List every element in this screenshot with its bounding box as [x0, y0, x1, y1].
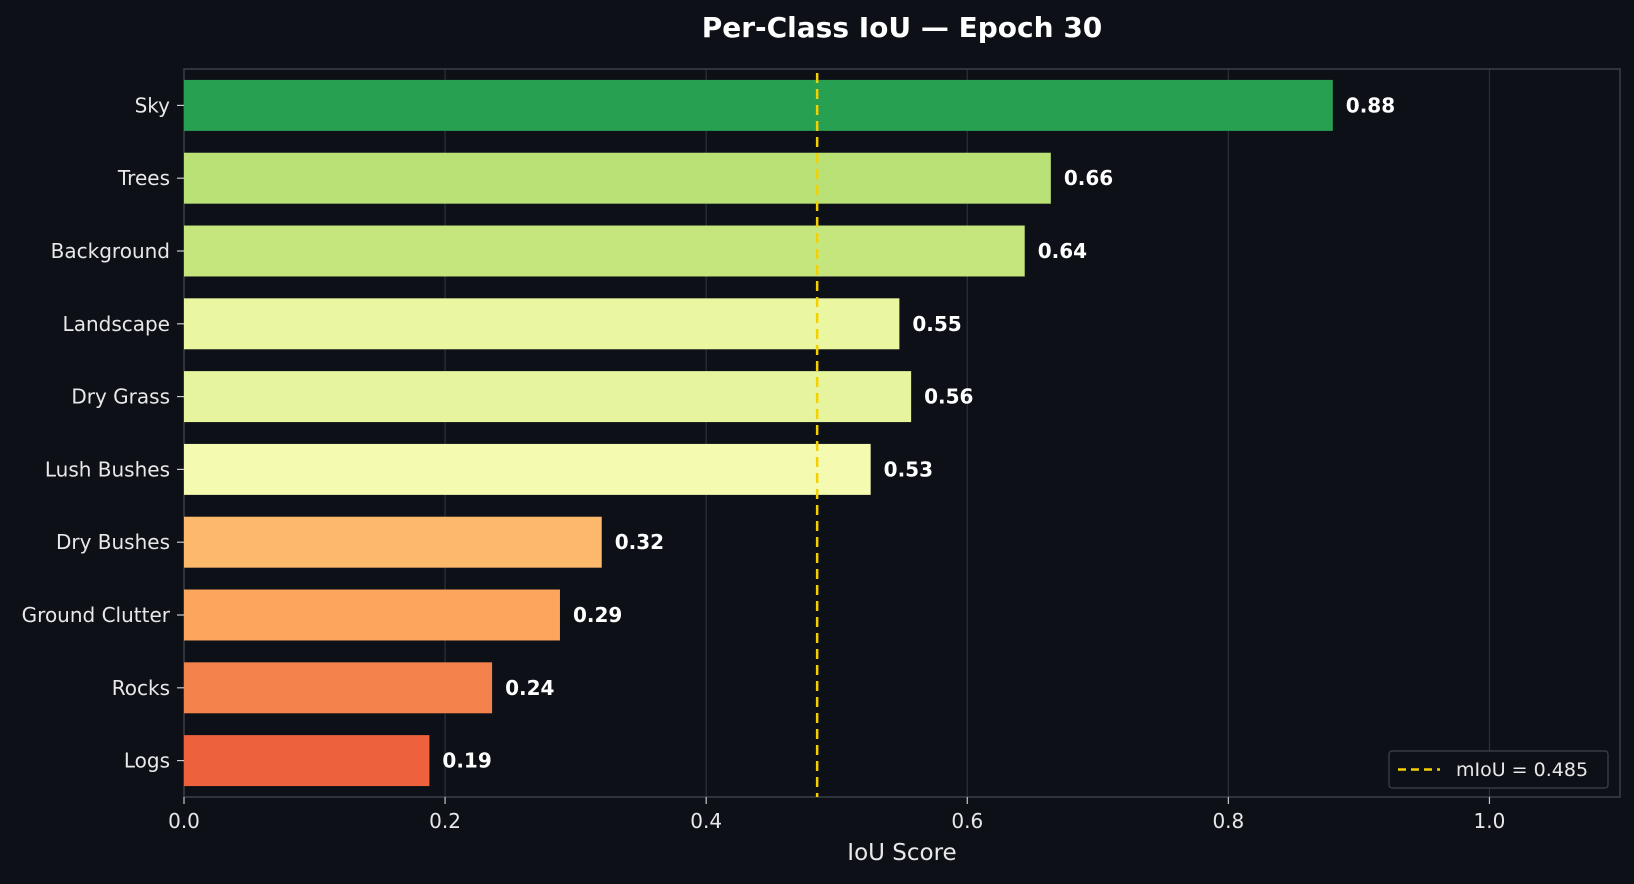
bar-value-label: 0.55 [912, 312, 961, 336]
bar-trees [184, 152, 1051, 204]
y-tick-label: Trees [117, 166, 170, 190]
bar-sky [184, 79, 1333, 131]
plot-area [183, 68, 1621, 798]
bar-layer [184, 79, 1333, 787]
bar-dry-grass [184, 371, 912, 423]
y-tick-label: Rocks [112, 676, 170, 700]
axis-layer: 0.0 0.2 0.4 0.6 0.8 1.0 Sky Trees Background Land… [22, 93, 1506, 833]
bar-landscape [184, 298, 900, 350]
legend-box [1388, 750, 1609, 789]
y-tick-label: Lush Bushes [45, 457, 170, 481]
y-tick-label: Landscape [63, 312, 170, 336]
bar-value-label: 0.66 [1064, 166, 1113, 190]
y-tick-label: Sky [135, 93, 171, 117]
x-axis-label: IoU Score [847, 840, 956, 866]
bar-background [184, 225, 1025, 277]
bar-logs [184, 735, 430, 787]
bar-value-label: 0.32 [615, 530, 664, 554]
bar-dry-bushes [184, 516, 602, 568]
x-tick-label: 1.0 [1474, 809, 1506, 833]
bar-value-label: 0.29 [573, 603, 622, 627]
bar-lush-bushes [184, 443, 871, 495]
bar-value-label: 0.53 [884, 457, 933, 481]
bar-value-label: 0.88 [1346, 93, 1395, 117]
bar-value-label: 0.19 [442, 749, 491, 773]
y-tick-label: Logs [124, 749, 170, 773]
bar-ground-clutter [184, 589, 560, 641]
x-tick-label: 0.0 [168, 809, 200, 833]
y-tick-label: Dry Bushes [56, 530, 170, 554]
bar-value-label: 0.24 [505, 676, 554, 700]
y-tick-label: Dry Grass [71, 385, 170, 409]
y-tick-label: Background [51, 239, 170, 263]
x-tick-label: 0.4 [690, 809, 722, 833]
bar-rocks [184, 662, 493, 714]
chart-title: Per-Class IoU — Epoch 30 [702, 11, 1103, 44]
x-tick-label: 0.2 [429, 809, 461, 833]
legend: mIoU = 0.485 [1388, 750, 1609, 789]
x-tick-label: 0.8 [1212, 809, 1244, 833]
legend-label-mean-iou: mIoU = 0.485 [1456, 759, 1588, 781]
bar-value-label: 0.64 [1038, 239, 1087, 263]
bar-value-label: 0.56 [924, 385, 973, 409]
x-tick-label: 0.6 [951, 809, 983, 833]
label-layer: 0.88 0.66 0.64 0.55 0.56 0.53 0.32 0.29 0.24 0.19 [442, 93, 1395, 772]
y-tick-label: Ground Clutter [22, 603, 171, 627]
